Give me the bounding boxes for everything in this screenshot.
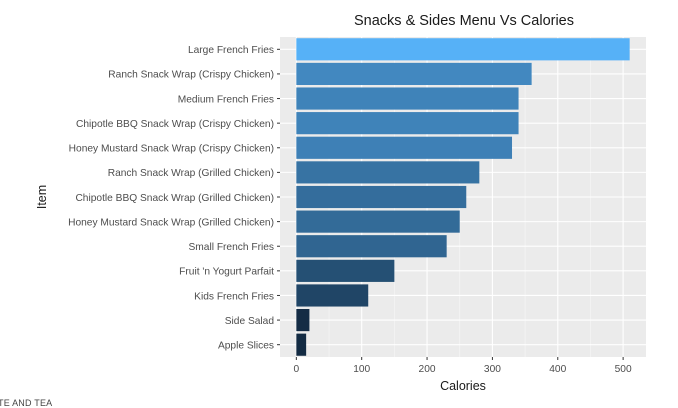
bar — [296, 259, 395, 282]
y-tick-label: Side Salad — [225, 316, 275, 327]
footer-text: TE AND TEA — [0, 398, 53, 408]
y-tick-label: Fruit 'n Yogurt Parfait — [179, 267, 274, 278]
y-tick-label: Chipotle BBQ Snack Wrap (Grilled Chicken… — [75, 193, 274, 204]
bar — [296, 185, 467, 209]
y-tick-label: Large French Fries — [188, 45, 274, 56]
y-tick-label: Apple Slices — [218, 340, 274, 351]
bar — [296, 161, 480, 184]
bar — [296, 333, 307, 356]
y-axis: Large French Fries Ranch Snack Wrap (Cris… — [68, 45, 280, 351]
y-tick-label: Chipotle BBQ Snack Wrap (Crispy Chicken) — [76, 119, 274, 130]
bars — [296, 38, 630, 356]
x-tick-label: 300 — [484, 364, 501, 375]
y-tick-label: Small French Fries — [189, 242, 274, 253]
chart-title: Snacks & Sides Menu Vs Calories — [354, 13, 574, 29]
x-tick-label: 0 — [294, 364, 300, 375]
bar — [296, 136, 513, 159]
bar — [296, 62, 532, 85]
x-tick-label: 100 — [353, 364, 370, 375]
y-tick-label: Honey Mustard Snack Wrap (Crispy Chicken… — [69, 144, 274, 155]
bar — [296, 38, 630, 61]
x-tick-label: 200 — [419, 364, 436, 375]
bar — [296, 87, 519, 110]
bar — [296, 112, 519, 135]
bar — [296, 210, 460, 233]
x-axis-label: Calories — [440, 379, 486, 393]
bar — [296, 284, 369, 307]
x-tick-label: 400 — [549, 364, 566, 375]
x-axis: 0 100 200 300 400 500 — [294, 357, 632, 375]
bar — [296, 235, 447, 258]
x-tick-label: 500 — [615, 364, 632, 375]
y-axis-label: Item — [35, 185, 49, 209]
y-tick-label: Ranch Snack Wrap (Crispy Chicken) — [108, 70, 274, 81]
y-tick-label: Medium French Fries — [178, 94, 274, 105]
y-tick-label: Ranch Snack Wrap (Grilled Chicken) — [108, 168, 274, 179]
bar — [296, 309, 310, 332]
y-tick-label: Honey Mustard Snack Wrap (Grilled Chicke… — [68, 217, 274, 228]
y-tick-label: Kids French Fries — [194, 291, 274, 302]
